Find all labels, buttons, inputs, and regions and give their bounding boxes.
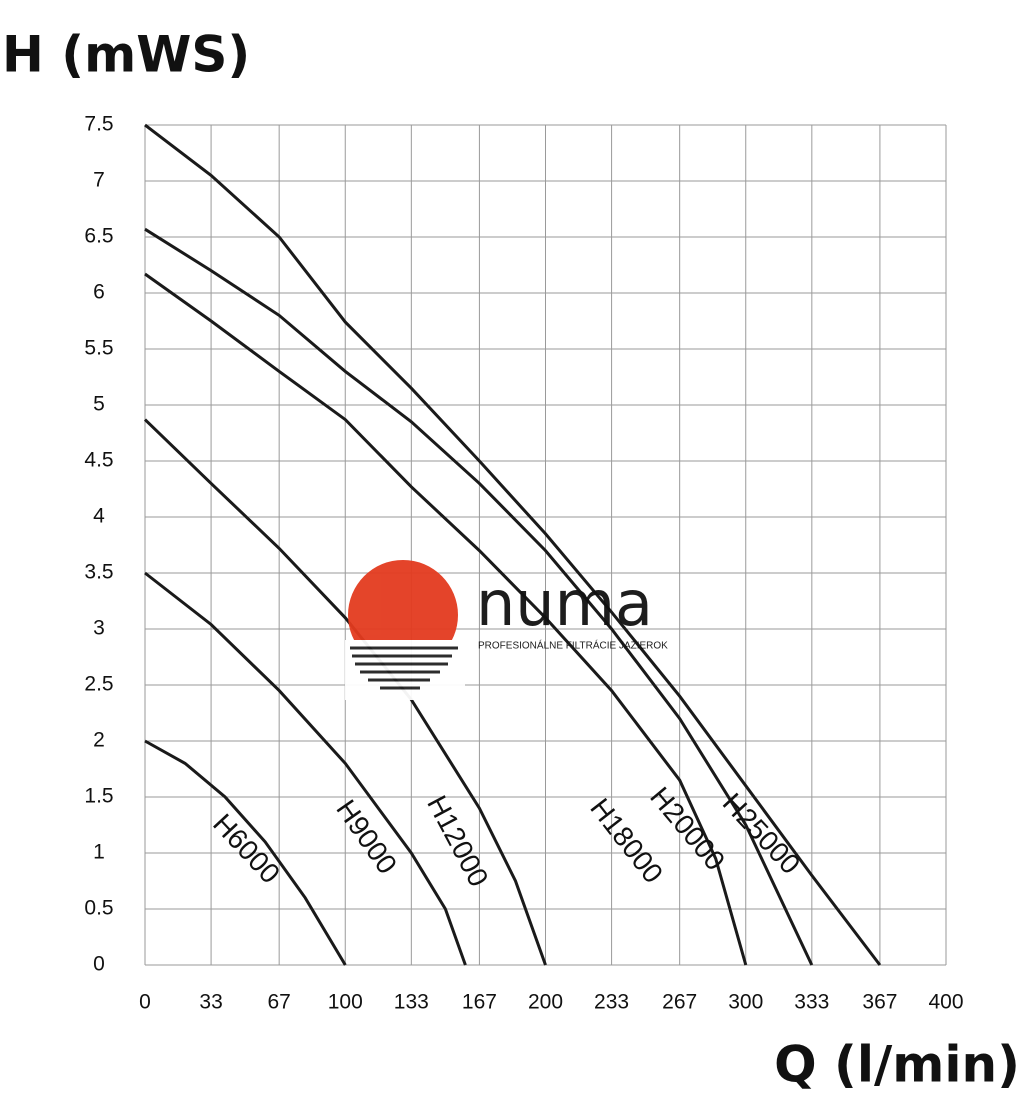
y-axis-title: H (mWS) [2,26,250,84]
y-tick-label: 4.5 [84,449,113,472]
y-tick-label: 0.5 [84,897,113,920]
y-tick-label: 1.5 [84,785,113,808]
y-tick-label: 1 [93,841,105,864]
y-tick-label: 2 [93,729,105,752]
logo-tagline: PROFESIONÁLNE FILTRÁCIE JAZIEROK [478,639,668,652]
y-tick-label: 3.5 [84,561,113,584]
curve [144,739,347,966]
x-tick-label: 367 [862,991,897,1014]
y-tick-label: 7.5 [84,113,113,136]
y-tick-label: 5.5 [84,337,113,360]
curve-label: H25000 [717,787,807,880]
x-tick-label: 100 [328,991,363,1014]
x-tick-label: 233 [594,991,629,1014]
y-tick-label: 4 [93,505,105,528]
curve [144,571,467,966]
curve [144,123,882,966]
x-tick-label: 133 [394,991,429,1014]
curve-label: H9000 [330,794,403,879]
x-tick-label: 300 [728,991,763,1014]
logo-brand: numa [476,567,653,640]
y-tick-label: 3 [93,617,105,640]
y-tick-label: 0 [93,953,105,976]
watermark: numa PROFESIONÁLNE FILTRÁCIE JAZIEROK [345,560,668,700]
y-tick-label: 2.5 [84,673,113,696]
x-tick-label: 33 [199,991,222,1014]
y-tick-label: 5 [93,393,105,416]
curve [144,272,748,966]
x-tick-label: 400 [928,991,963,1014]
y-tick-label: 6.5 [84,225,113,248]
x-tick-label: 200 [528,991,563,1014]
curve-label: H12000 [421,790,494,891]
x-tick-label: 333 [794,991,829,1014]
x-tick-label: 0 [139,991,151,1014]
x-axis-title: Q (l/min) [774,1036,1020,1094]
y-tick-label: 6 [93,281,105,304]
curve [144,227,814,966]
y-tick-label: 7 [93,169,105,192]
x-tick-label: 267 [662,991,697,1014]
x-tick-label: 167 [462,991,497,1014]
x-tick-label: 67 [267,991,290,1014]
